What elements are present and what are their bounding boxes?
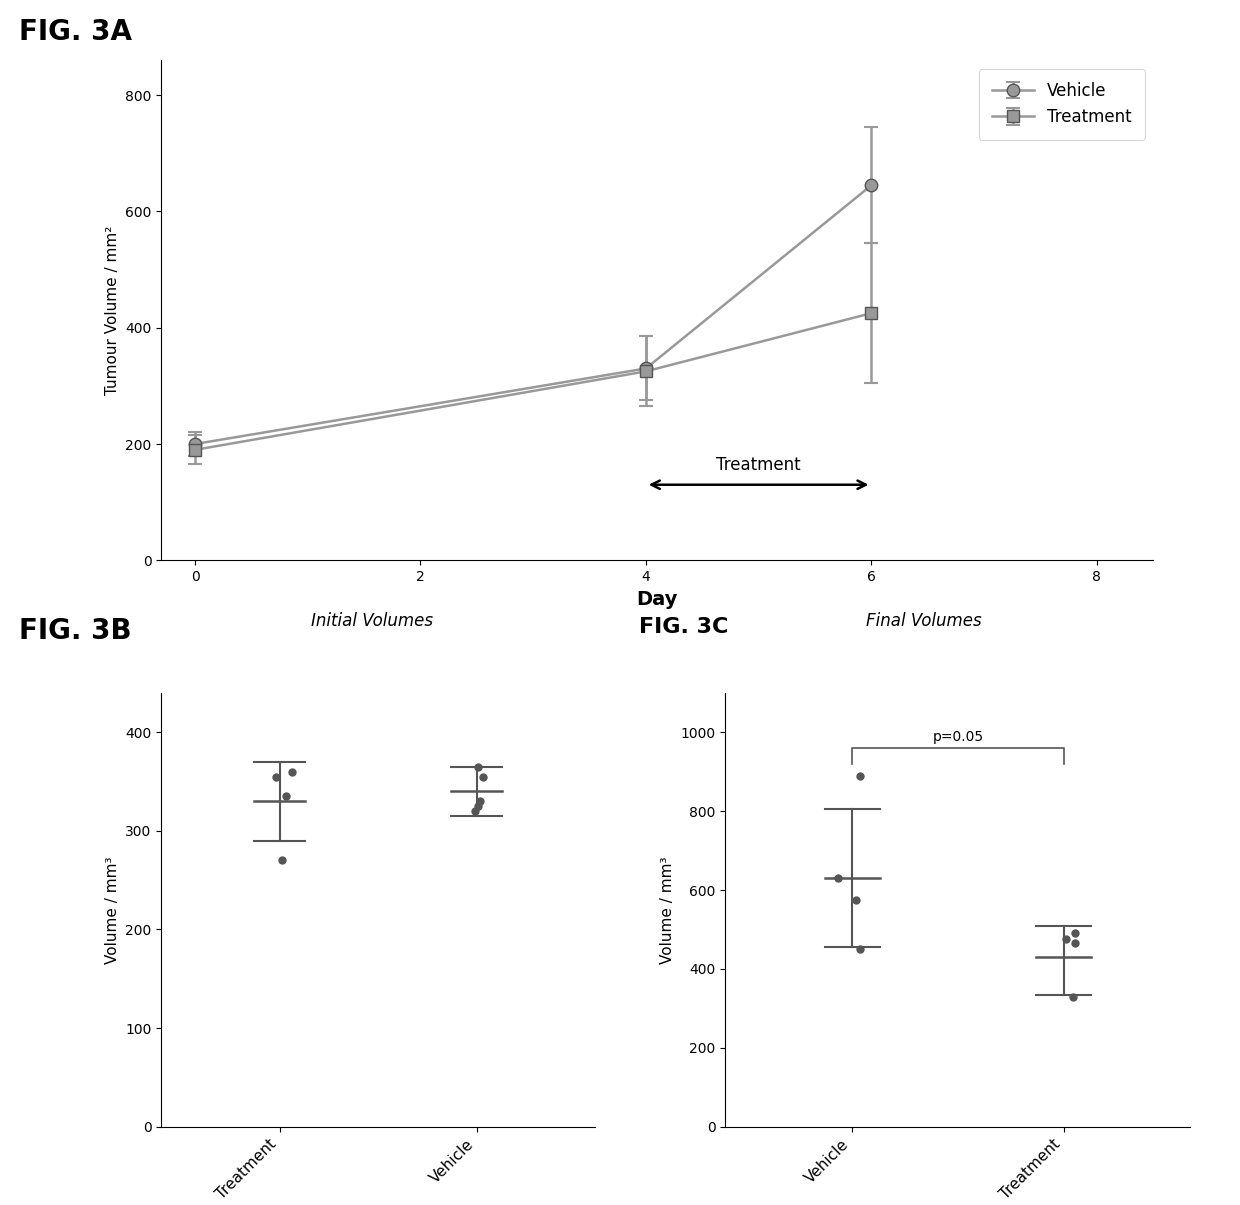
Y-axis label: Volume / mm³: Volume / mm³ xyxy=(660,856,675,964)
Text: Treatment: Treatment xyxy=(717,457,801,475)
Text: Initial Volumes: Initial Volumes xyxy=(311,612,433,630)
Legend: Vehicle, Treatment: Vehicle, Treatment xyxy=(978,69,1145,140)
Text: FIG. 3B: FIG. 3B xyxy=(19,617,131,645)
Text: Final Volumes: Final Volumes xyxy=(866,612,982,630)
Text: p=0.05: p=0.05 xyxy=(932,730,983,745)
X-axis label: Day: Day xyxy=(636,589,678,609)
Y-axis label: Volume / mm³: Volume / mm³ xyxy=(104,856,119,964)
Text: FIG. 3A: FIG. 3A xyxy=(19,18,131,46)
Y-axis label: Tumour Volume / mm²: Tumour Volume / mm² xyxy=(104,225,119,395)
Text: FIG. 3C: FIG. 3C xyxy=(639,617,728,637)
